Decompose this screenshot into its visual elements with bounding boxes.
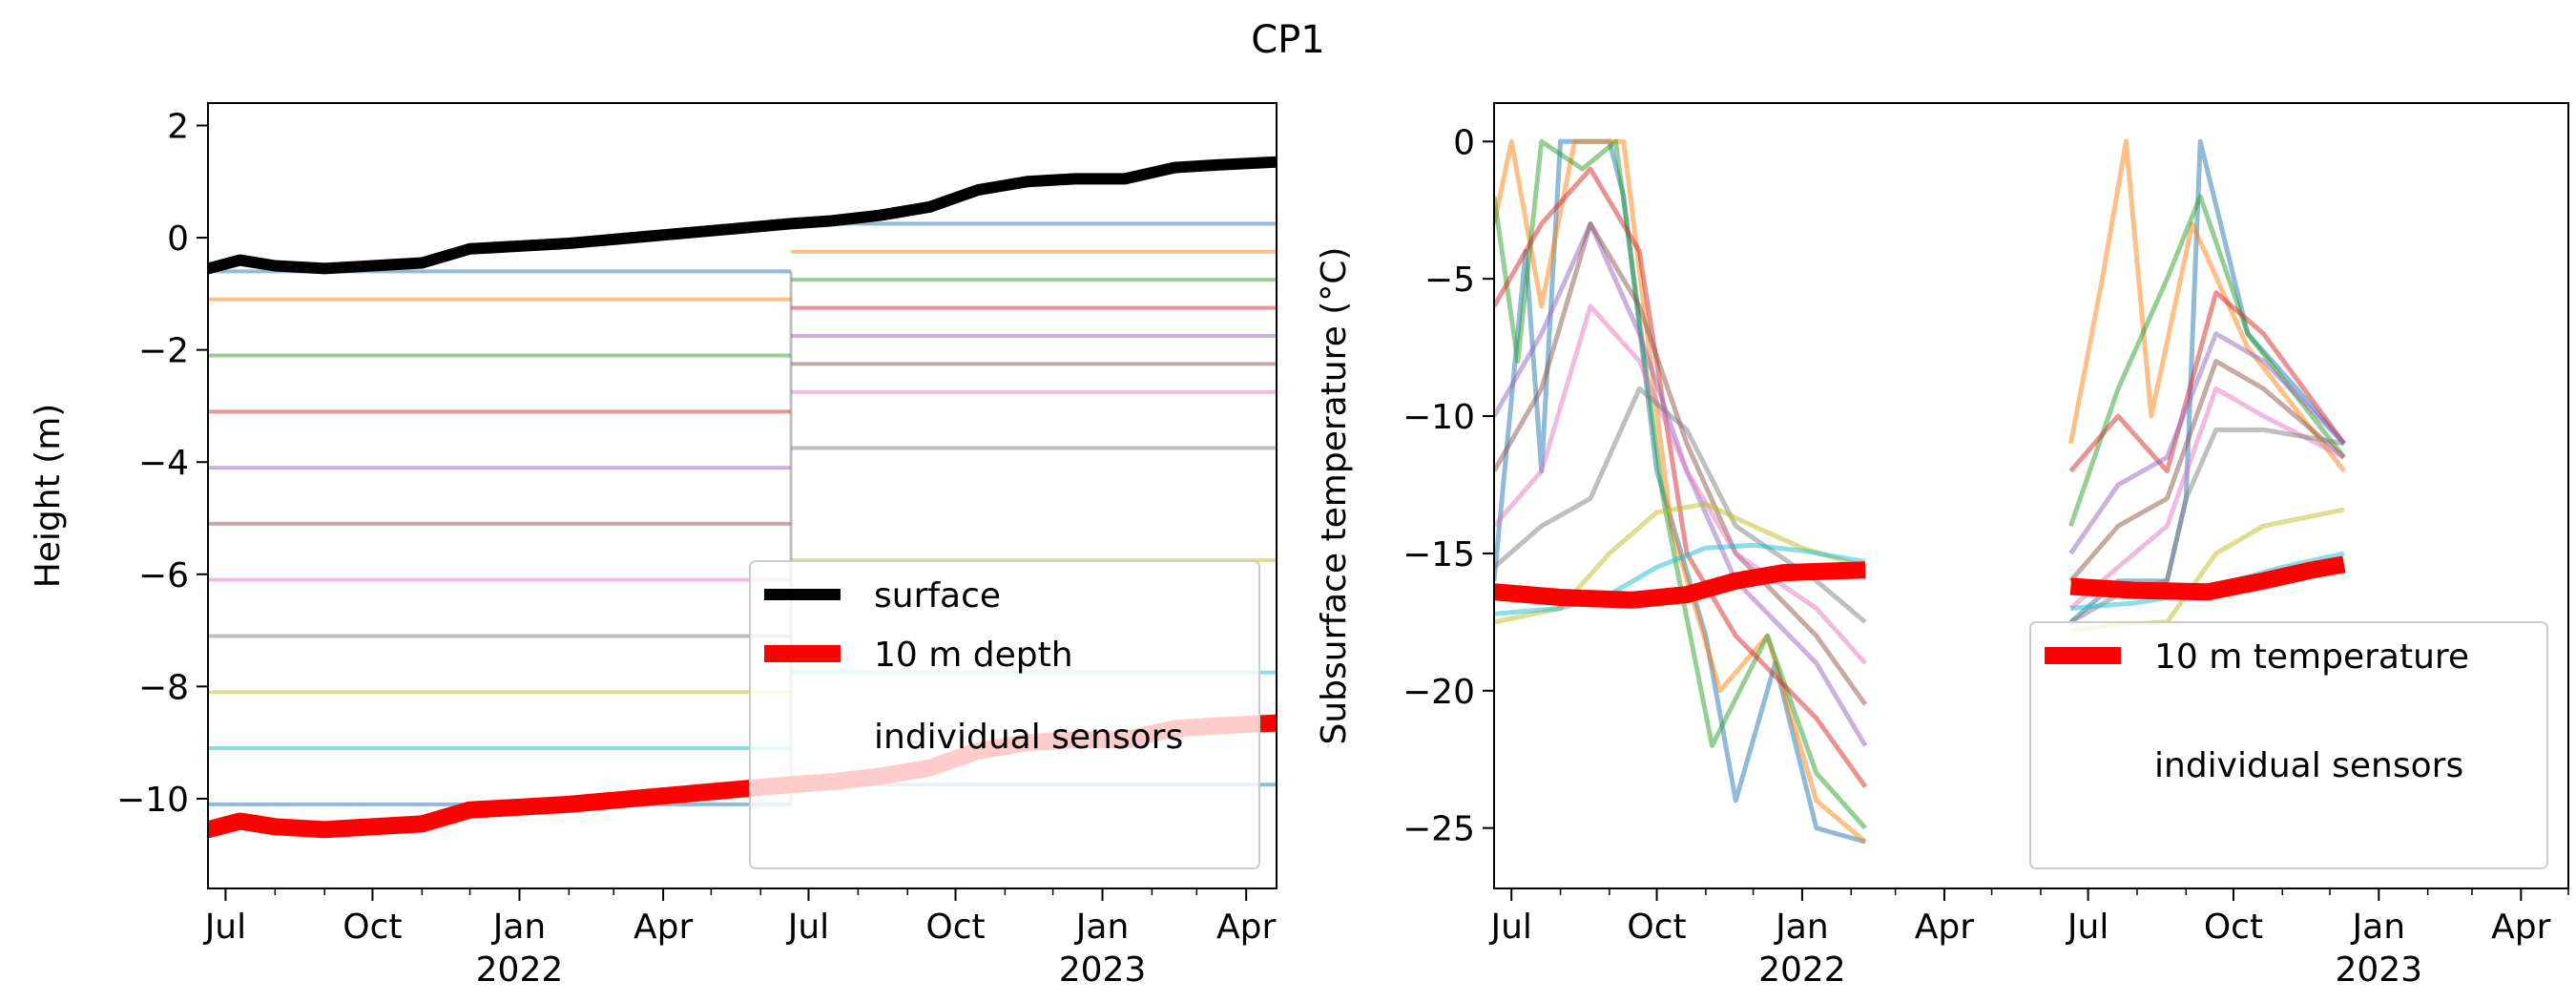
sensor-temperature-1-seg-1 [2067, 138, 2346, 473]
height-legend-frame [749, 560, 1260, 869]
height-ylabel: Height (m) [29, 404, 68, 589]
height-legend-label-1: 10 m depth [874, 636, 1073, 675]
temperature-ytick-label-3: −15 [1402, 535, 1475, 574]
sensor-temperature-0-seg-0 [1494, 138, 1866, 845]
height-xtick-label-6: Jan [1074, 908, 1130, 947]
height-frame [207, 102, 1278, 889]
sensor-temperature-3-seg-1 [2068, 290, 2346, 474]
temperature-legend-label-0: 10 m temperature [2154, 637, 2469, 677]
height-xtick-label-2: Jan [491, 908, 547, 947]
temperature-ytick-label-4: −20 [1402, 673, 1475, 712]
sensor-temperature-2-seg-1 [2068, 194, 2346, 528]
temperature-xtick-label-7: Apr [2491, 908, 2550, 947]
temperature-xtick-label-2: Jan [1774, 908, 1829, 947]
height-ytick-label-6: −10 [116, 781, 189, 820]
height-ytick-label-1: 0 [167, 219, 189, 259]
temperature-xtick-label-0: Jul [1488, 908, 1531, 947]
sensor-temperature-2-seg-0 [1494, 138, 1867, 830]
temperature-xtick-label-4: Jul [2066, 908, 2109, 947]
sensor-temperature-0-seg-1 [2068, 138, 2346, 624]
temperature-ytick-label-5: −25 [1402, 810, 1475, 849]
temperature-plot-area [1494, 138, 2346, 845]
temperature-xtick-year-6: 2023 [2335, 950, 2422, 990]
sensor-temperature-6-seg-1 [2068, 386, 2346, 611]
height-ytick-label-4: −6 [138, 556, 189, 595]
sensor-temperature-4-seg-1 [2068, 331, 2346, 555]
temperature-xtick-label-3: Apr [1915, 908, 1974, 947]
sensor-temperature-1-seg-0 [1494, 138, 1867, 845]
height-legend-label-0: surface [874, 576, 1001, 616]
sensor-temperature-6-seg-0 [1494, 303, 1867, 665]
sensor-temperature-5-seg-1 [2068, 359, 2346, 583]
height-xtick-label-0: Jul [203, 908, 246, 947]
temperature-legend-frame [2029, 621, 2548, 869]
height-xtick-year-6: 2023 [1059, 950, 1147, 990]
height-ytick-label-2: −2 [138, 332, 189, 371]
temperature-ytick-label-0: 0 [1453, 123, 1475, 162]
temperature-legend-label-1: individual sensors [2154, 746, 2463, 785]
height-ytick-label-3: −4 [138, 444, 189, 483]
temperature-ytick-label-2: −10 [1402, 398, 1475, 437]
ten-m-temperature-seg-1 [2069, 555, 2346, 601]
temperature-ylabel: Subsurface temperature (°C) [1315, 247, 1354, 745]
temperature-frame [1493, 102, 2569, 889]
sensor-temperature-4-seg-0 [1494, 221, 1868, 747]
height-xtick-label-4: Jul [786, 908, 829, 947]
temperature-xtick-year-2: 2022 [1758, 950, 1846, 990]
figure-title: CP1 [1251, 18, 1325, 62]
height-xtick-label-7: Apr [1216, 908, 1276, 947]
height-xtick-label-5: Oct [925, 908, 985, 947]
temperature-xtick-label-6: Jan [2351, 908, 2406, 947]
temperature-xtick-label-5: Oct [2204, 908, 2263, 947]
height-ytick-label-5: −8 [138, 668, 189, 707]
height-xtick-label-3: Apr [634, 908, 693, 947]
temperature-ytick-label-1: −5 [1424, 261, 1475, 300]
surface-line [208, 156, 1277, 275]
height-legend-label-2: individual sensors [874, 718, 1183, 757]
ten-m-temperature-seg-0 [1494, 561, 1866, 609]
height-xtick-year-2: 2022 [476, 950, 564, 990]
temperature-xtick-label-1: Oct [1627, 908, 1686, 947]
height-ytick-label-0: 2 [167, 108, 189, 147]
height-xtick-label-1: Oct [343, 908, 402, 947]
sensor-temperature-5-seg-0 [1494, 221, 1868, 706]
